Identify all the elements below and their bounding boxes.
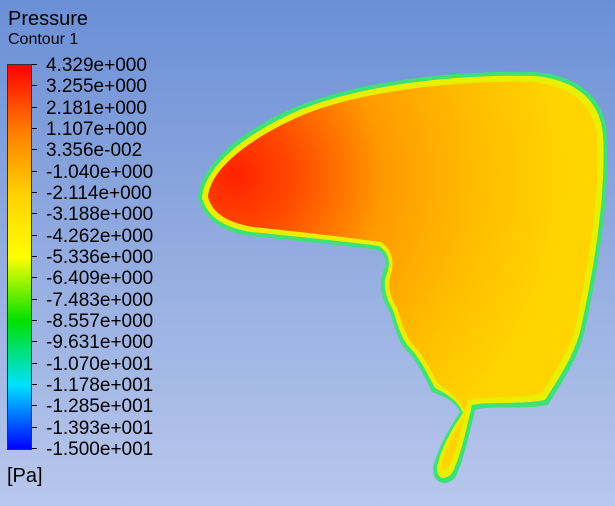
legend-unit: [Pa] <box>7 465 43 487</box>
legend-level-label: 2.181e+000 <box>46 97 147 119</box>
legend-title: Pressure <box>8 8 89 30</box>
legend-level-label: -7.483e+000 <box>46 289 154 311</box>
legend-level-label: -1.070e+001 <box>46 353 154 375</box>
legend-tick <box>32 85 37 87</box>
legend-tick <box>32 149 37 151</box>
contour-region-core <box>208 81 598 470</box>
legend-level-label: 3.356e-002 <box>46 140 143 162</box>
legend-level-label: -6.409e+000 <box>46 268 154 290</box>
legend-tick <box>32 170 37 172</box>
legend-tick <box>32 256 37 257</box>
legend-tick <box>32 405 37 407</box>
legend-level-label: 4.329e+000 <box>46 55 147 76</box>
legend-tick <box>32 128 37 129</box>
legend-tick <box>32 320 37 321</box>
legend-tick <box>32 106 37 108</box>
legend-level-label: -1.285e+001 <box>46 396 154 418</box>
legend-level-label: 1.107e+000 <box>46 119 147 140</box>
legend-level-label: -9.631e+000 <box>46 332 154 354</box>
legend-level-label: -5.336e+000 <box>46 247 154 268</box>
legend-subtitle: Contour 1 <box>8 31 79 48</box>
legend-level-label: -1.178e+001 <box>46 375 154 396</box>
legend-level-label: -2.114e+000 <box>46 183 152 204</box>
legend-tick-marks <box>32 64 38 450</box>
legend-tick <box>32 192 37 193</box>
legend-tick <box>32 426 37 428</box>
legend-level-label: 3.255e+000 <box>46 76 147 98</box>
legend-tick <box>32 384 37 385</box>
legend-level-label: -8.557e+000 <box>46 311 154 332</box>
legend-level-label: -1.500e+001 <box>46 439 154 460</box>
legend-tick <box>32 448 37 449</box>
legend-colorbar <box>7 64 32 450</box>
legend-tick <box>32 341 37 343</box>
legend-tick <box>32 213 37 215</box>
legend-tick <box>32 298 37 300</box>
legend-level-label: -3.188e+000 <box>46 204 154 226</box>
legend-tick <box>32 277 37 279</box>
legend-tick <box>32 64 37 65</box>
legend-level-label: -1.040e+000 <box>46 161 154 183</box>
legend-level-label: -1.393e+001 <box>46 417 154 439</box>
legend-level-label: -4.262e+000 <box>46 225 154 247</box>
legend-tick <box>32 362 37 364</box>
legend-tick <box>32 234 37 236</box>
